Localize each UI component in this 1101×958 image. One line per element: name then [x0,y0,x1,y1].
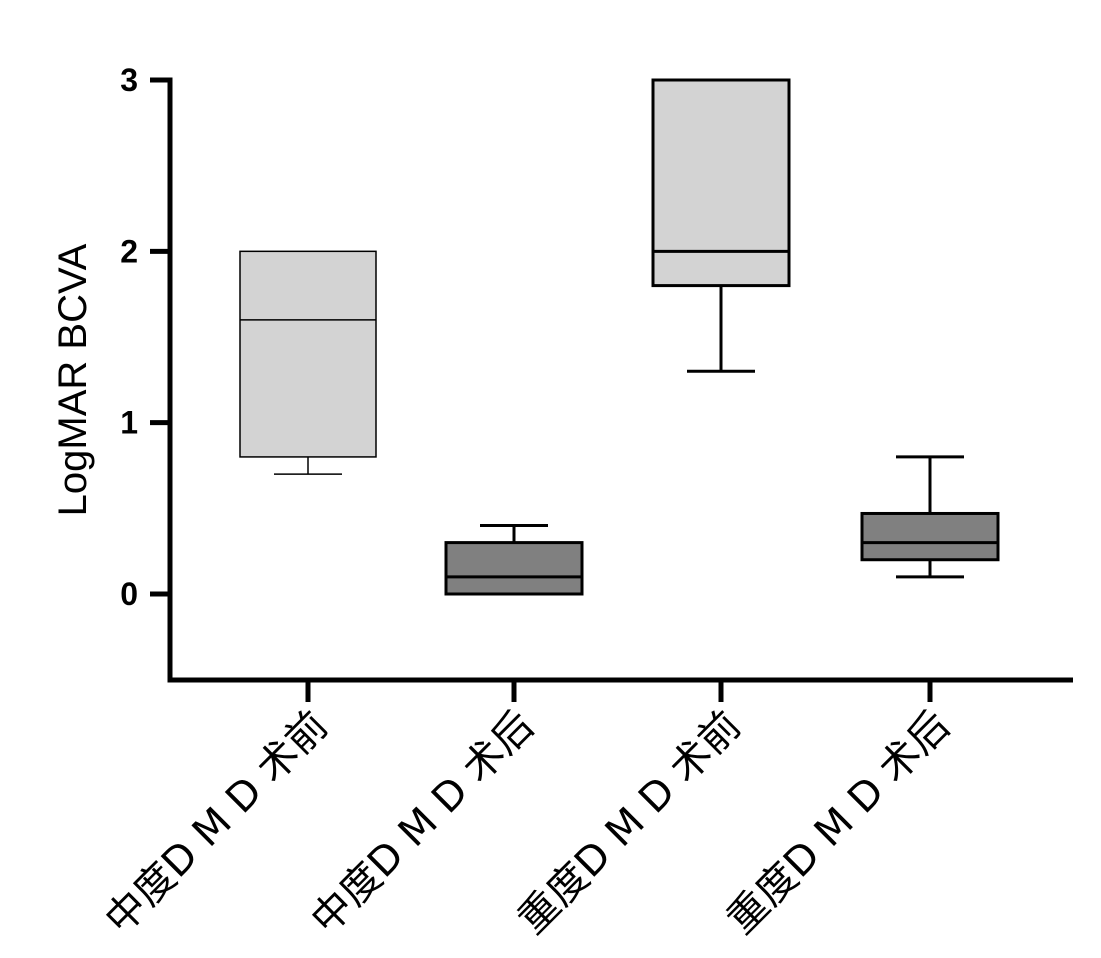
plot-area [239,78,1000,596]
y-tick-label: 3 [120,62,138,98]
box-group [651,78,791,373]
y-tick-label: 2 [120,233,138,269]
axes [167,77,1073,683]
box-iqr [860,511,1000,562]
y-axis-ticks: 0 1 2 3 [120,62,170,612]
y-axis-title: LogMAR BCVA [51,243,95,516]
x-tick-label: 中度D M D 术前 [96,703,337,944]
box-iqr [444,541,584,596]
x-tick-label: 重度D M D 术后 [718,703,959,944]
box-group [444,523,584,596]
y-tick-label: 1 [120,405,138,441]
box-group [860,455,1000,579]
box-iqr [239,250,377,458]
x-tick-label: 重度D M D 术前 [509,703,750,944]
axis-frame [167,77,1073,683]
box-iqr [651,78,791,288]
x-tick-label: 中度D M D 术后 [302,703,543,944]
box-group [239,250,377,475]
y-tick-label: 0 [120,576,138,612]
